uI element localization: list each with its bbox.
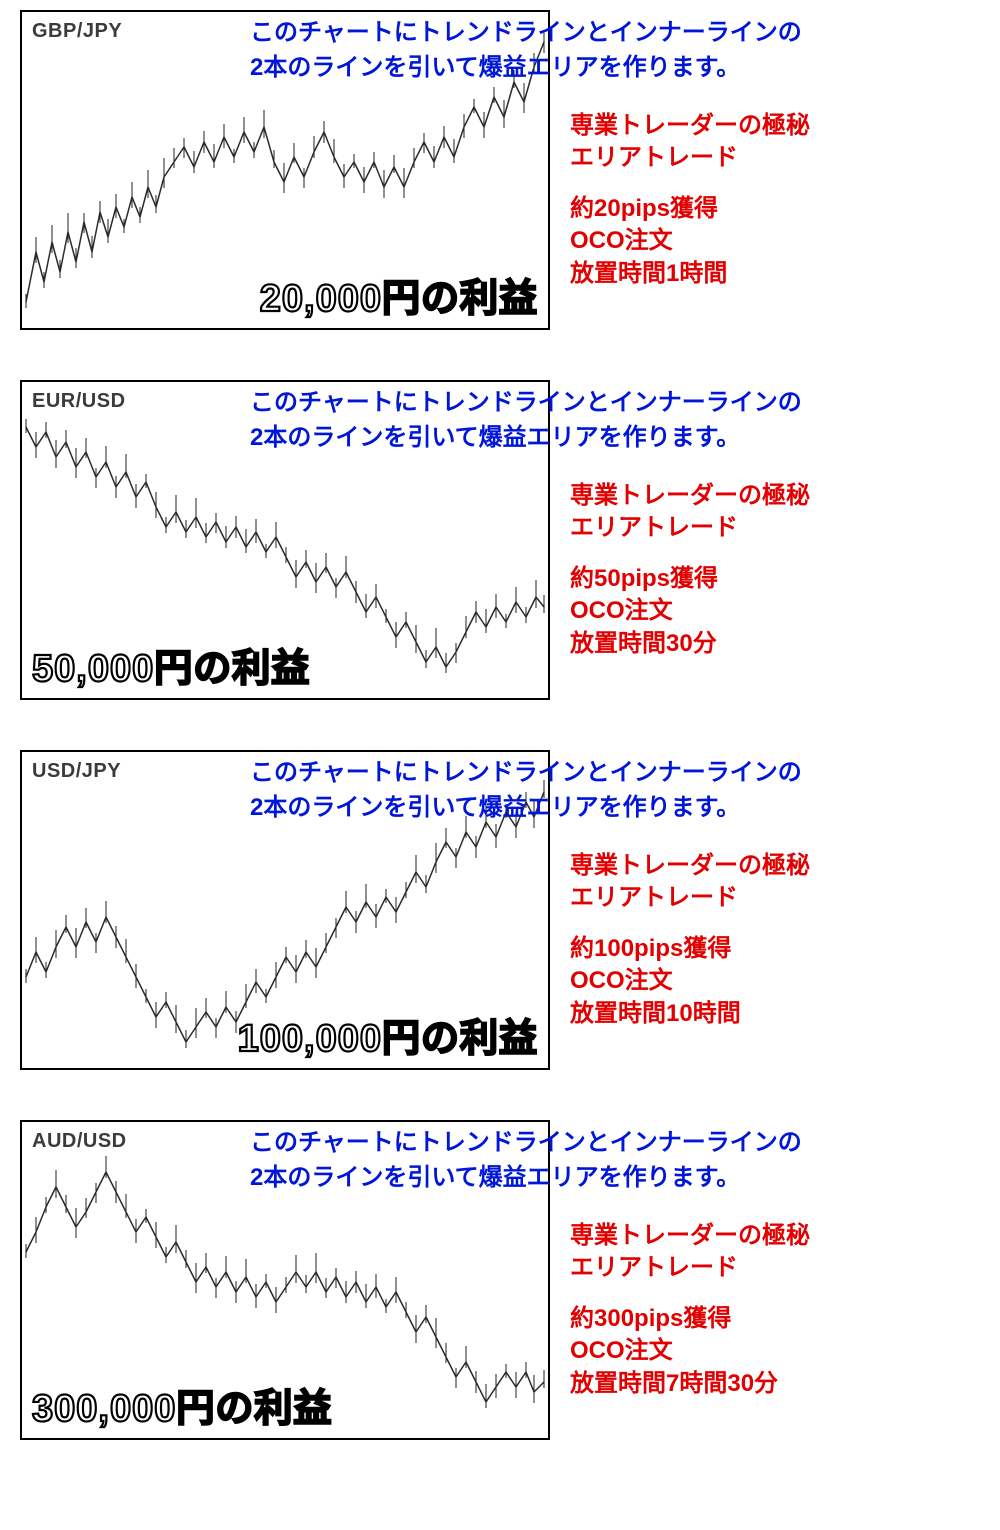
trade-panel-3: AUD/USD 300,000円の利益 このチャートにトレンドラインとインナーライン… [20,1120,980,1450]
trade-detail-line2: エリアトレード [570,142,990,174]
trade-detail-line1: 専業トレーダーの極秘 [570,110,990,142]
trade-detail-line1: 専業トレーダーの極秘 [570,850,990,882]
trade-details: 専業トレーダーの極秘エリアトレード約50pips獲得OCO注文放置時間30分 [570,480,990,660]
currency-pair-label: EUR/USD [32,390,126,413]
headline-line1: このチャートにトレンドラインとインナーラインの [250,19,802,46]
trade-detail-order: OCO注文 [570,965,990,997]
currency-pair-label: AUD/USD [32,1130,127,1153]
currency-pair-label: USD/JPY [32,760,121,783]
headline-text: このチャートにトレンドラインとインナーラインの 2本のラインを引いて爆益エリアを作… [250,756,990,826]
headline-line2: 2本のラインを引いて爆益エリアを作ります。 [250,1164,740,1191]
trade-details: 専業トレーダーの極秘エリアトレード約300pips獲得OCO注文放置時間7時間3… [570,1220,990,1400]
trade-detail-line1: 専業トレーダーの極秘 [570,1220,990,1252]
headline-line1: このチャートにトレンドラインとインナーラインの [250,1129,802,1156]
trade-detail-time: 放置時間10時間 [570,998,990,1030]
trade-panel-1: EUR/USD 50,000円の利益 このチャートにトレンドラインとインナーラインの… [20,380,980,710]
trade-detail-time: 放置時間30分 [570,628,990,660]
headline-line1: このチャートにトレンドラインとインナーラインの [250,759,802,786]
trade-detail-line1: 専業トレーダーの極秘 [570,480,990,512]
headline-text: このチャートにトレンドラインとインナーラインの 2本のラインを引いて爆益エリアを作… [250,386,990,456]
trade-detail-pips: 約100pips獲得 [570,933,990,965]
trade-detail-line2: エリアトレード [570,512,990,544]
trade-detail-line2: エリアトレード [570,882,990,914]
trade-detail-order: OCO注文 [570,595,990,627]
headline-text: このチャートにトレンドラインとインナーラインの 2本のラインを引いて爆益エリアを作… [250,16,990,86]
trade-detail-pips: 約20pips獲得 [570,193,990,225]
currency-pair-label: GBP/JPY [32,20,122,43]
trade-details: 専業トレーダーの極秘エリアトレード約100pips獲得OCO注文放置時間10時間 [570,850,990,1030]
profit-label: 300,000円の利益 [32,1377,332,1432]
profit-label: 100,000円の利益 [238,1007,538,1062]
trade-details: 専業トレーダーの極秘エリアトレード約20pips獲得OCO注文放置時間1時間 [570,110,990,290]
headline-line1: このチャートにトレンドラインとインナーラインの [250,389,802,416]
trade-detail-line2: エリアトレード [570,1252,990,1284]
trade-detail-pips: 約50pips獲得 [570,563,990,595]
trade-panel-0: GBP/JPY 20,000円の利益 このチャートにトレンドラインとインナーラインの… [20,10,980,340]
trade-detail-order: OCO注文 [570,225,990,257]
trade-detail-order: OCO注文 [570,1335,990,1367]
headline-line2: 2本のラインを引いて爆益エリアを作ります。 [250,424,740,451]
headline-line2: 2本のラインを引いて爆益エリアを作ります。 [250,54,740,81]
trade-detail-pips: 約300pips獲得 [570,1303,990,1335]
profit-label: 20,000円の利益 [260,267,538,322]
trade-detail-time: 放置時間7時間30分 [570,1368,990,1400]
profit-label: 50,000円の利益 [32,637,310,692]
trade-detail-time: 放置時間1時間 [570,258,990,290]
trade-panel-2: USD/JPY 100,000円の利益 このチャートにトレンドラインとインナーライン… [20,750,980,1080]
headline-text: このチャートにトレンドラインとインナーラインの 2本のラインを引いて爆益エリアを作… [250,1126,990,1196]
headline-line2: 2本のラインを引いて爆益エリアを作ります。 [250,794,740,821]
